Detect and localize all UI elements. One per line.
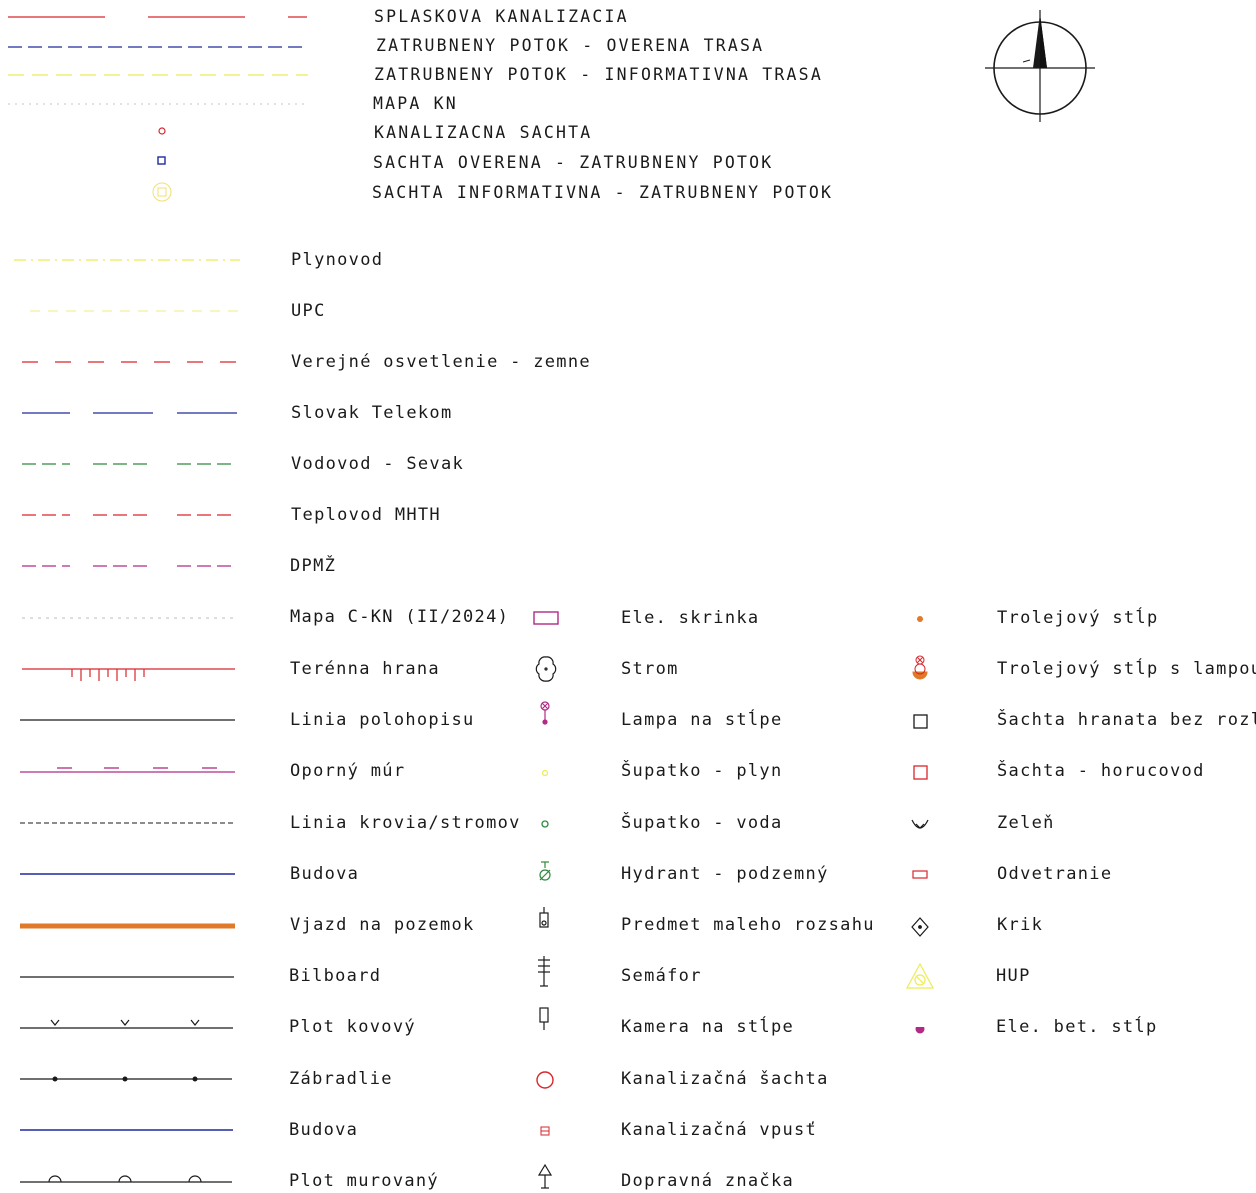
legend-supatko-voda: Šupatko - voda [621,813,783,833]
legend-sachta-overena: SACHTA OVERENA - ZATRUBNENY POTOK [373,153,774,172]
legend-odvetranie: Odvetranie [997,864,1113,884]
krik-icon [911,917,929,937]
legend-bilboard: Bilboard [289,966,382,986]
legend-hup: HUP [996,966,1031,986]
line-legend-symbols [14,259,240,1183]
zelen-icon [911,819,929,829]
hydrant-icon [539,861,551,881]
legend-ele-skrinka: Ele. skrinka [621,608,760,628]
legend-ele-bet-stlp: Ele. bet. stĺp [996,1017,1158,1037]
top-legend-symbols [8,16,308,202]
dopravna-znacka-icon [537,1163,553,1189]
trolejovy-stlp-icon [917,616,923,622]
kanalizacna-sachta-icon [536,1071,554,1089]
trolejovy-stlp-s-lampou-icon [912,655,928,680]
legend-sachta-horucovod: Šachta - horucovod [997,761,1205,781]
legend-budova-2: Budova [289,1120,359,1140]
symbol-terenna-hrana [22,668,235,681]
legend-supatko-plyn: Šupatko - plyn [621,761,783,781]
legend-vjazd: Vjazd na pozemok [290,915,475,935]
legend-dpmz: DPMŽ [290,556,337,576]
legend-kamera-na-stlpe: Kamera na stĺpe [621,1017,795,1037]
legend-plynovod: Plynovod [291,250,384,270]
supatko-voda-icon [541,820,549,828]
odvetranie-icon [912,870,928,879]
legend-hydrant: Hydrant - podzemný [621,864,829,884]
ele-bet-stlp-icon [915,1022,925,1034]
ele-skrinka-icon [533,611,559,625]
legend-budova: Budova [290,864,360,884]
sachta-hranata-icon [913,714,928,729]
symbol-sachta-overena [157,156,166,165]
legend-mapa-kn: MAPA KN [373,94,458,113]
symbol-kanalizacna-sachta [158,127,166,135]
legend-linia-polohopisu: Linia polohopisu [290,710,475,730]
point-legend-col3-symbols [905,616,935,1034]
symbol-plot-kovovy [20,1019,233,1029]
strom-icon [535,656,557,682]
supatko-plyn-icon [541,769,549,777]
legend-dopravna-znacka: Dopravná značka [621,1171,795,1191]
legend-zabradlie: Zábradlie [289,1069,393,1089]
legend-plot-kovovy: Plot kovový [289,1017,416,1037]
legend-semafor: Semáfor [621,966,702,986]
legend-kanalizacna-sachta: KANALIZACNA SACHTA [374,123,593,142]
legend-oporny-mur: Oporný múr [290,761,406,781]
symbol-sachta-informativna [152,182,172,202]
point-legend-col2-symbols [533,611,559,1189]
legend-verejne-osvetlenie: Verejné osvetlenie - zemne [291,352,591,372]
legend-upc: UPC [291,301,326,321]
kamera-na-stlpe-icon [539,1007,549,1030]
legend-zelen: Zeleň [997,813,1055,833]
sachta-horucovod-icon [913,765,928,780]
kanalizacna-vpust-icon [540,1126,550,1136]
legend-sachta-hranata: Šachta hranata bez rozl. [997,710,1256,730]
legend-plot-murovany: Plot murovaný [289,1171,439,1191]
symbol-plot-murovany [20,1175,232,1183]
legend-mapa-c-kn: Mapa C-KN (II/2024) [290,607,510,627]
legend-kanalizacna-vpust: Kanalizačná vpusť [621,1120,818,1140]
legend-vodovod: Vodovod - Sevak [291,454,465,474]
legend-strom: Strom [621,659,679,679]
predmet-maleho-rozsahu-icon [539,907,549,928]
symbol-zabradlie [20,1076,232,1082]
legend-trolejovy-stlp-s-lampou: Trolejový stĺp s lampou [997,659,1256,679]
legend-splaskova-kanalizacia: SPLASKOVA KANALIZACIA [374,7,629,26]
legend-potok-informativna-trasa: ZATRUBNENY POTOK - INFORMATIVNA TRASA [374,65,823,84]
legend-terenna-hrana: Terénna hrana [290,659,440,679]
legend-linia-krovia: Linia krovia/stromov [290,813,521,833]
legend-krik: Krik [997,915,1044,935]
legend-slovak-telekom: Slovak Telekom [291,403,453,423]
hup-icon [905,962,935,989]
legend-trolejovy-stlp: Trolejový stĺp [997,608,1159,628]
semafor-icon [538,956,550,987]
legend-potok-overena-trasa: ZATRUBNENY POTOK - OVERENA TRASA [376,36,765,55]
legend-sachta-informativna: SACHTA INFORMATIVNA - ZATRUBNENY POTOK [372,183,834,202]
symbol-oporny-mur [20,767,235,773]
legend-lampa-na-stlpe: Lampa na stĺpe [621,710,783,730]
legend-predmet-maleho-rozsahu: Predmet maleho rozsahu [621,915,875,935]
lampa-na-stlpe-icon [540,701,550,725]
legend-teplovod: Teplovod MHTH [291,505,441,525]
north-arrow-compass-icon [985,10,1095,122]
legend-kanalizacna-sachta-2: Kanalizačná šachta [621,1069,829,1089]
